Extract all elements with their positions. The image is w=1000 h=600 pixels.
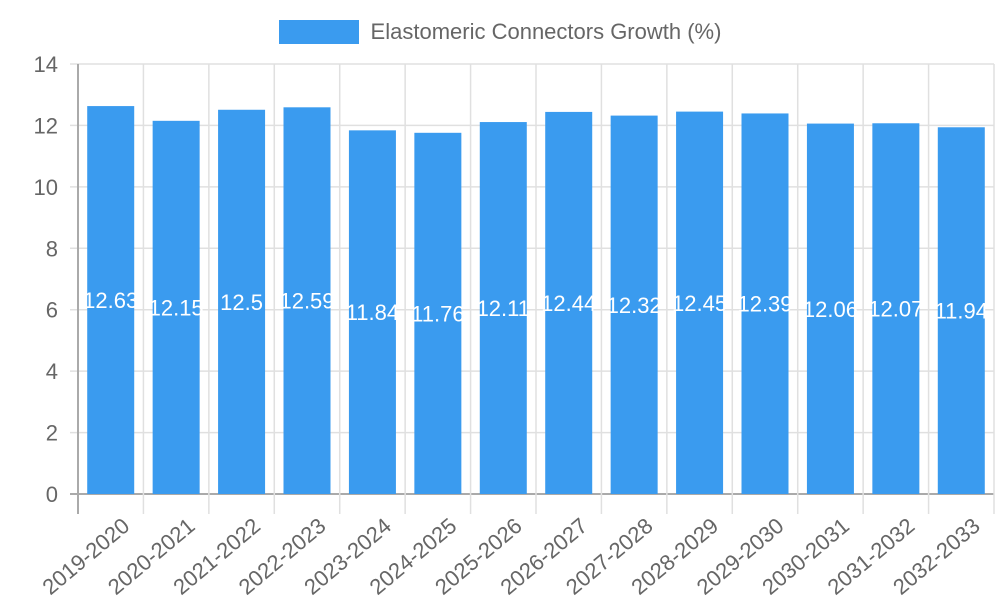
data-label: 12.5 xyxy=(220,290,263,315)
y-tick-label: 2 xyxy=(46,421,58,446)
bar[interactable] xyxy=(872,123,920,495)
data-label: 12.39 xyxy=(737,292,792,317)
bar[interactable] xyxy=(741,113,789,494)
data-label: 12.59 xyxy=(279,289,334,314)
data-label: 12.44 xyxy=(541,291,596,316)
data-label: 12.11 xyxy=(477,296,530,321)
bar[interactable] xyxy=(937,127,985,495)
y-tick-label: 12 xyxy=(34,113,58,138)
chart-legend: Elastomeric Connectors Growth (%) xyxy=(0,19,1000,45)
bar[interactable] xyxy=(283,107,331,495)
bar[interactable] xyxy=(218,109,266,494)
data-label: 12.45 xyxy=(672,291,727,316)
data-label: 11.76 xyxy=(411,301,464,326)
y-tick-label: 14 xyxy=(34,52,58,77)
y-tick-label: 10 xyxy=(34,175,58,200)
bar[interactable] xyxy=(479,122,527,495)
y-tick-label: 0 xyxy=(46,482,58,507)
grid-lines xyxy=(70,63,995,514)
data-label: 12.63 xyxy=(83,288,138,313)
bar[interactable] xyxy=(610,115,658,494)
data-label: 11.84 xyxy=(346,300,399,325)
bar[interactable] xyxy=(676,111,724,494)
bars xyxy=(87,106,985,495)
bar[interactable] xyxy=(414,132,462,495)
legend-swatch[interactable] xyxy=(278,20,359,44)
y-axis-labels: 0 2 4 6 8 10 12 14 xyxy=(34,52,58,507)
bar[interactable] xyxy=(87,106,135,494)
data-labels: 12.63 12.15 12.5 12.59 11.84 11.76 12.11 12.44 1… xyxy=(83,288,988,326)
y-tick-label: 4 xyxy=(46,359,58,384)
y-tick-label: 6 xyxy=(46,298,58,323)
bar[interactable] xyxy=(545,111,593,495)
data-label: 12.15 xyxy=(149,295,204,320)
legend-label[interactable]: Elastomeric Connectors Growth (%) xyxy=(370,19,722,44)
y-tick-label: 8 xyxy=(46,236,58,261)
bar[interactable] xyxy=(152,120,200,495)
x-axis-labels: 2019-20202020-20212021-20222022-20232023… xyxy=(38,513,985,600)
data-label: 12.07 xyxy=(868,297,923,322)
bar[interactable] xyxy=(806,123,854,494)
bar[interactable] xyxy=(348,130,396,495)
data-label: 12.32 xyxy=(607,293,662,318)
data-label: 12.06 xyxy=(803,297,858,322)
data-label: 11.94 xyxy=(935,299,988,324)
